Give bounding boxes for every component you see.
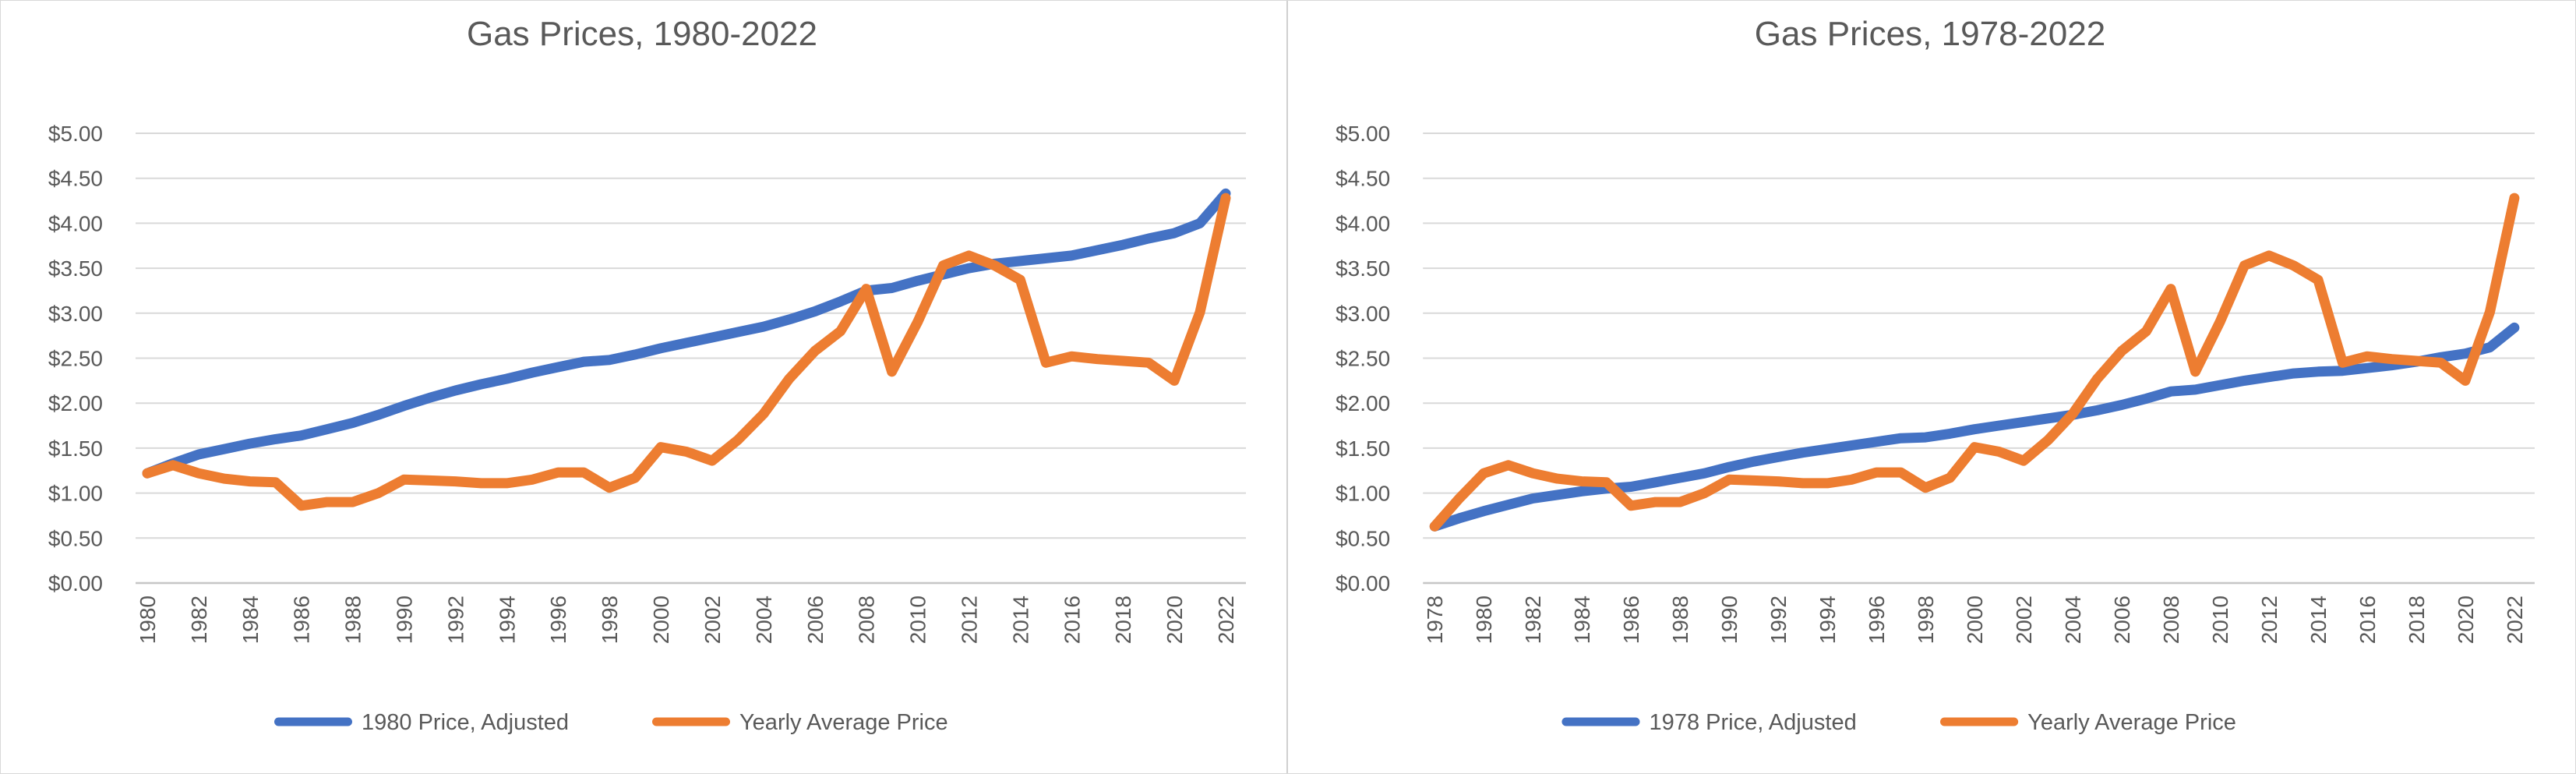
x-axis-tick-label: 1988 xyxy=(1668,596,1692,644)
y-axis-tick-label: $3.00 xyxy=(1336,302,1390,326)
x-axis-tick-label: 2004 xyxy=(2061,596,2085,644)
x-axis-tick-label: 1990 xyxy=(393,596,417,644)
x-axis-tick-label: 2008 xyxy=(2159,596,2183,644)
y-axis-tick-label: $0.50 xyxy=(48,526,103,550)
x-axis-tick-label: 1982 xyxy=(1521,596,1545,644)
x-axis-tick-label: 1992 xyxy=(1766,596,1791,644)
y-axis-tick-label: $1.50 xyxy=(48,436,103,461)
chart-title: Gas Prices, 1980-2022 xyxy=(467,15,817,53)
x-axis-tick-label: 2018 xyxy=(1111,596,1135,644)
x-axis-tick-label: 1984 xyxy=(1570,596,1594,644)
x-axis-tick-label: 1994 xyxy=(1816,596,1840,644)
x-axis-tick-label: 2006 xyxy=(2110,596,2134,644)
x-axis-tick-label: 1986 xyxy=(290,596,314,644)
x-axis-tick-label: 2000 xyxy=(649,596,673,644)
legend-label: Yearly Average Price xyxy=(2027,710,2236,735)
legend-label: 1978 Price, Adjusted xyxy=(1650,710,1857,735)
y-axis-tick-label: $0.00 xyxy=(1336,571,1390,596)
chart-panel-1980-2022: Gas Prices, 1980-2022 $0.00 $0.50 $1.00 $1.5… xyxy=(1,1,1288,773)
y-axis-tick-label: $3.50 xyxy=(1336,256,1390,281)
x-axis-tick-label: 2002 xyxy=(2012,596,2036,644)
legend-swatch xyxy=(1940,717,2019,726)
x-axis-tick-label: 1998 xyxy=(1914,596,1938,644)
x-axis-tick-label: 2020 xyxy=(1163,596,1187,644)
y-axis-tick-label: $4.00 xyxy=(1336,211,1390,235)
y-axis-tick-label: $2.00 xyxy=(48,391,103,415)
legend-swatch xyxy=(274,717,352,726)
x-axis-tick-label: 1990 xyxy=(1717,596,1741,644)
y-axis-tick-label: $2.00 xyxy=(1336,391,1390,415)
x-axis-tick-label: 2022 xyxy=(2503,596,2527,644)
y-axis-tick-label: $4.50 xyxy=(1336,167,1390,191)
x-axis-tick-label: 1996 xyxy=(546,596,570,644)
legend-label: 1980 Price, Adjusted xyxy=(362,710,569,735)
x-axis-tick-label: 1986 xyxy=(1619,596,1643,644)
y-axis-tick-label: $3.50 xyxy=(48,256,103,281)
y-axis-tick-label: $4.00 xyxy=(48,211,103,235)
y-axis-tick-label: $0.00 xyxy=(48,571,103,596)
x-axis-tick-label: 1996 xyxy=(1865,596,1889,644)
legend-swatch xyxy=(652,717,730,726)
x-axis-tick-label: 2000 xyxy=(1963,596,1987,644)
y-axis-tick-label: $2.50 xyxy=(1336,347,1390,371)
x-axis-tick-label: 2016 xyxy=(2355,596,2380,644)
x-axis-tick-label: 1980 xyxy=(1472,596,1496,644)
y-axis-tick-label: $3.00 xyxy=(48,302,103,326)
x-axis-tick-label: 1982 xyxy=(187,596,211,644)
y-axis-tick-label: $2.50 xyxy=(48,347,103,371)
gas-prices-1978-2022-chart: Gas Prices, 1978-2022 $0.00 $0.50 $1.00 $1.5… xyxy=(1336,15,2535,735)
x-axis-tick-label: 2004 xyxy=(752,596,776,644)
y-axis-tick-label: $5.00 xyxy=(48,122,103,146)
series-line-adjusted xyxy=(142,188,1231,479)
y-axis-tick-label: $1.00 xyxy=(48,482,103,506)
x-axis-tick-label: 2012 xyxy=(2257,596,2281,644)
x-axis-tick-label: 1988 xyxy=(341,596,365,644)
x-axis-tick-label: 2014 xyxy=(2306,596,2331,644)
x-axis-tick-label: 1992 xyxy=(443,596,468,644)
x-axis-tick-label: 2012 xyxy=(957,596,981,644)
y-axis-tick-label: $0.50 xyxy=(1336,526,1390,550)
x-axis-tick-label: 2002 xyxy=(700,596,725,644)
x-axis-tick-label: 1984 xyxy=(238,596,263,644)
x-axis-tick-label: 2014 xyxy=(1008,596,1032,644)
x-axis-tick-label: 2010 xyxy=(2208,596,2232,644)
chart-title: Gas Prices, 1978-2022 xyxy=(1755,15,2105,53)
series-line-yearly-average xyxy=(1429,193,2520,532)
gas-prices-1980-2022-chart: Gas Prices, 1980-2022 $0.00 $0.50 $1.00 $1.5… xyxy=(48,15,1246,735)
y-axis-tick-label: $1.00 xyxy=(1336,482,1390,506)
x-axis-tick-label: 2006 xyxy=(803,596,827,644)
chart-panel-1978-2022: Gas Prices, 1978-2022 $0.00 $0.50 $1.00 $1.5… xyxy=(1288,1,2575,773)
series-line-yearly-average xyxy=(142,193,1231,511)
x-axis-tick-label: 1980 xyxy=(136,596,160,644)
legend-swatch xyxy=(1561,717,1640,726)
y-axis-tick-label: $1.50 xyxy=(1336,436,1390,461)
legend-label: Yearly Average Price xyxy=(739,710,948,735)
y-axis-tick-label: $4.50 xyxy=(48,167,103,191)
x-axis-tick-label: 1998 xyxy=(598,596,622,644)
x-axis-tick-label: 1994 xyxy=(495,596,519,644)
y-axis-tick-label: $5.00 xyxy=(1336,122,1390,146)
x-axis-tick-label: 2010 xyxy=(906,596,930,644)
x-axis-tick-label: 2018 xyxy=(2405,596,2429,644)
x-axis-tick-label: 2008 xyxy=(855,596,879,644)
x-axis-tick-label: 2020 xyxy=(2454,596,2478,644)
x-axis-tick-label: 1978 xyxy=(1423,596,1447,644)
x-axis-tick-label: 2016 xyxy=(1060,596,1084,644)
x-axis-tick-label: 2022 xyxy=(1214,596,1238,644)
